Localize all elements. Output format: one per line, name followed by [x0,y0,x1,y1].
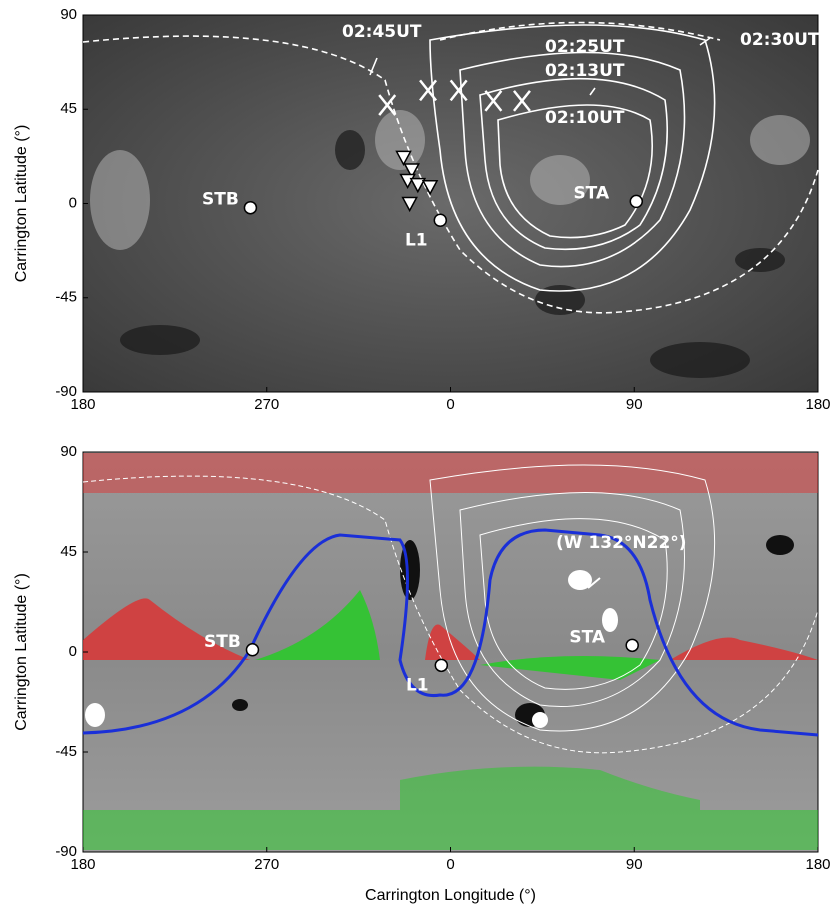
positive-polarity [85,570,618,728]
x-marker [378,94,397,116]
x-marker [512,90,531,112]
y-axis-label: Carrington Latitude (°) [13,125,30,283]
x-tick-label: 180 [805,396,830,413]
x-tick-label: 270 [254,856,279,873]
spacecraft-label: L1 [405,230,428,250]
spacecraft-label: STB [204,632,241,652]
x-tick-label: 270 [254,396,279,413]
x-tick-label: 180 [70,856,95,873]
triangle-marker [403,163,420,179]
triangle-marker [401,196,418,213]
x-tick-label: 0 [446,396,454,413]
y-tick-label: 0 [69,194,77,211]
spacecraft-label: STB [202,190,239,210]
green-field-lines [83,590,818,850]
x-tick-label: 90 [626,856,643,873]
triangle-marker [399,173,416,190]
dark-regions [120,130,785,378]
y-tick-label: 90 [60,443,77,460]
red-field-lines [83,453,818,660]
annotation-pointer [587,577,601,589]
contours [82,21,819,314]
spacecraft-point [433,213,448,228]
triangle-marker [409,177,427,194]
triangle-marker [421,179,439,196]
annotation: 02:45UT [342,22,422,42]
spacecraft-point [629,194,644,209]
annotation: 02:13UT [545,61,625,81]
x-marker [449,79,468,102]
y-tick-label: -45 [55,289,77,306]
spacecraft-label: L1 [406,675,429,695]
spacecraft-point [434,658,449,673]
y-tick-label: 45 [60,543,77,560]
x-marker [419,79,438,102]
annotation: 02:25UT [545,37,625,57]
x-tick-label: 0 [446,856,454,873]
y-tick-label: 45 [60,100,77,117]
x-tick-label: 180 [805,856,830,873]
spacecraft-point [625,638,639,653]
y-tick-label: 0 [69,643,77,660]
y-tick-label: -90 [55,843,77,860]
annotation: (W 132°N22°) [556,533,687,553]
spacecraft-label: STA [569,627,606,647]
x-marker [484,90,503,112]
y-axis-label: Carrington Latitude (°) [13,573,30,731]
spacecraft-point [245,643,260,657]
spacecraft-point [243,200,258,215]
y-tick-label: -45 [55,743,77,760]
y-tick-label: -90 [55,383,77,400]
annotation: 02:10UT [545,108,625,128]
spacecraft-label: STA [573,183,610,203]
triangle-marker [395,150,412,167]
bright-regions [90,110,810,250]
x-tick-label: 180 [70,396,95,413]
annotation: 02:30UT [740,30,820,50]
y-tick-label: 90 [60,6,77,23]
x-axis-label: Carrington Longitude (°) [365,887,536,904]
x-tick-label: 90 [626,396,643,413]
neutral-line [82,528,819,737]
